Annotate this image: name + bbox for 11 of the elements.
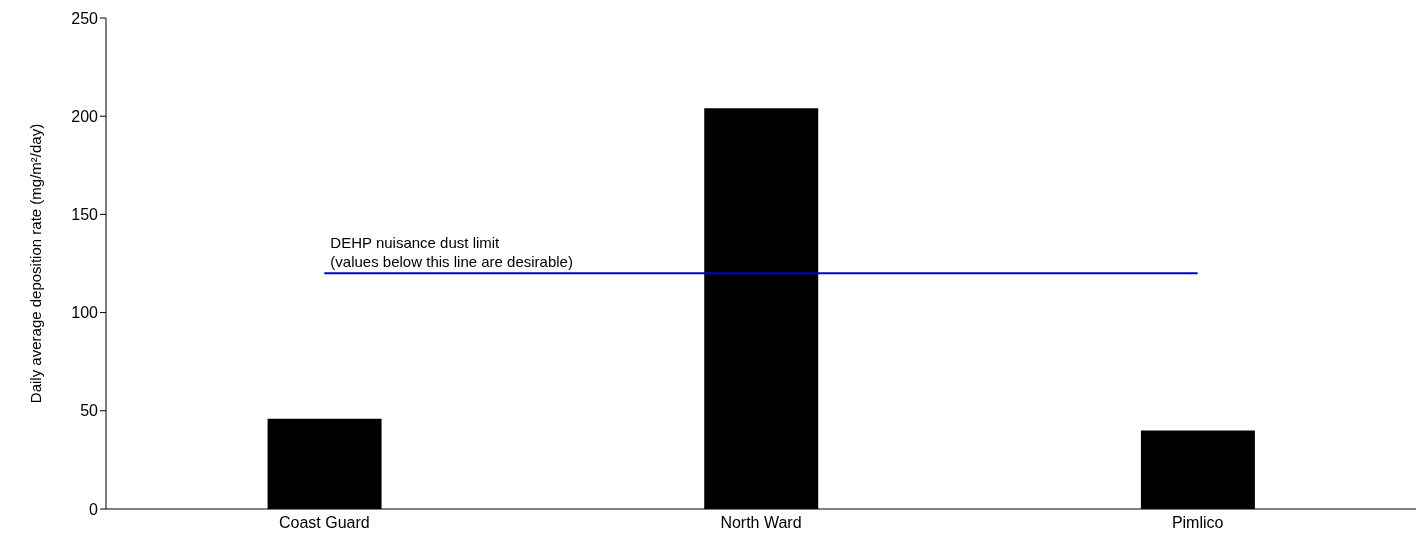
x-tick-label: Coast Guard: [278, 514, 370, 532]
y-tick-label: 200: [71, 107, 99, 125]
y-tick-label: 250: [71, 9, 99, 27]
ref-line-label: DEHP nuisance dust limit (values below this line are desirable): [330, 234, 573, 271]
x-tick-label: North Ward: [720, 514, 802, 532]
y-tick-label: 0: [89, 500, 99, 518]
x-tick-label: Pimlico: [1171, 514, 1224, 532]
y-tick-label: 100: [71, 304, 99, 322]
y-tick-label: 150: [71, 206, 99, 224]
y-tick-label: 50: [80, 402, 99, 420]
y-axis-title: Daily average deposition rate (mg/m²/day): [27, 123, 45, 404]
